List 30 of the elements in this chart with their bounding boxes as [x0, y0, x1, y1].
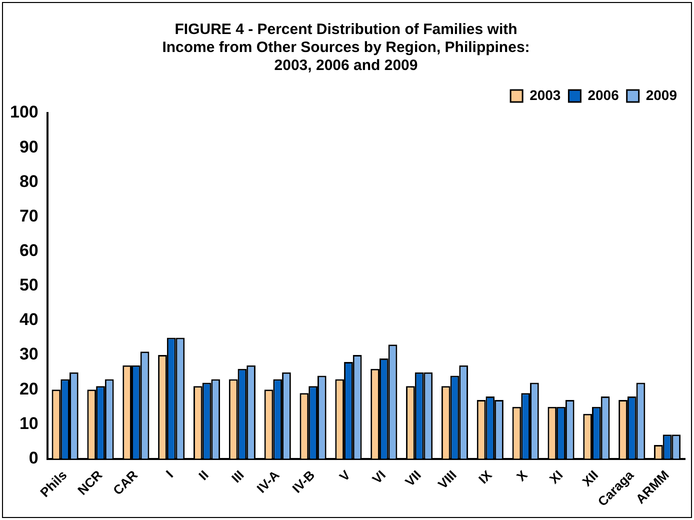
x-tick-label: VIII	[434, 467, 460, 492]
x-tick-label: V	[336, 467, 354, 484]
y-tick-label: 60	[19, 241, 38, 260]
x-tick-label: VI	[369, 467, 389, 487]
x-tick-label: XI	[546, 467, 566, 487]
x-tick-label: X	[514, 467, 530, 484]
x-tick-label: III	[228, 467, 247, 486]
x-tick-label: VII	[402, 467, 424, 490]
y-tick-label: 50	[19, 276, 38, 295]
y-tick-label: 100	[10, 102, 38, 122]
y-tick-label: 30	[19, 344, 38, 364]
text: 2003, 2006 and 2009	[274, 57, 418, 74]
text: Income from Other Sources by Region, Philippines:	[162, 39, 530, 56]
legend-label: 2006	[588, 86, 620, 103]
x-tick-label: IV-A	[254, 466, 283, 496]
x-tick-label: IX	[476, 467, 496, 487]
y-tick-label: 70	[19, 206, 38, 226]
y-tick-label: 80	[19, 172, 38, 191]
y-tick-label: 20	[19, 379, 38, 398]
x-tick-label: XII	[579, 467, 602, 490]
y-tick-label: 90	[19, 137, 38, 156]
x-tick-label: IV-B	[289, 467, 318, 496]
y-tick-label: 0	[28, 448, 38, 468]
y-tick-label: 40	[19, 310, 38, 330]
y-tick-label: 10	[19, 414, 38, 433]
text: FIGURE 4 - Percent Distribution of Families with	[174, 21, 518, 38]
legend-label: 2003	[530, 86, 561, 103]
x-tick-label: I	[162, 467, 176, 481]
x-tick-label: II	[196, 467, 212, 484]
legend-label: 2009	[646, 86, 678, 103]
